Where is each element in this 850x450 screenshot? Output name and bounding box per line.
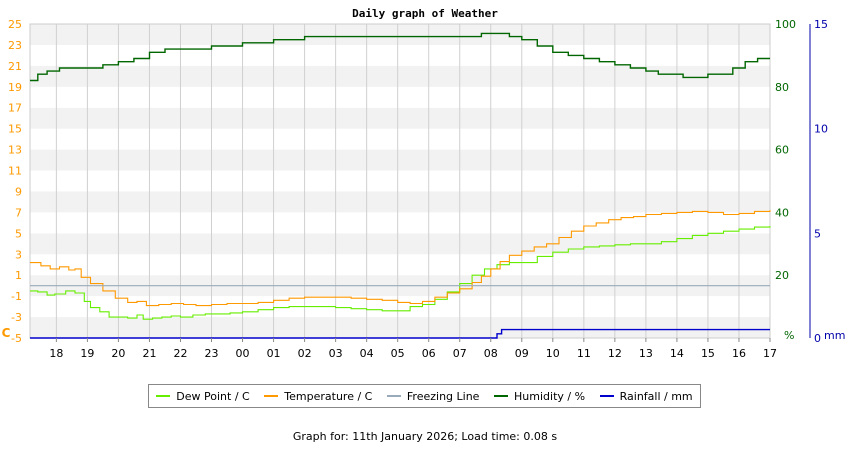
left-tick-label: 25 xyxy=(8,18,22,31)
plot-band xyxy=(30,254,770,276)
legend-label-humidity: Humidity / % xyxy=(514,389,586,403)
x-tick-label: 08 xyxy=(484,347,498,360)
legend-label-freezing-line: Freezing Line xyxy=(406,389,480,403)
rain-tick-label: 0 xyxy=(814,332,821,345)
plot-band xyxy=(30,24,770,45)
rain-axis-unit: mm xyxy=(824,329,845,342)
left-axis-unit: C xyxy=(2,326,11,340)
humidity-tick-label: 60 xyxy=(775,144,789,157)
x-tick-label: 16 xyxy=(732,347,746,360)
legend-swatch-dew-point xyxy=(156,395,171,397)
legend-item-dew-point: Dew Point / C xyxy=(156,389,250,403)
left-tick-label: 17 xyxy=(8,102,22,115)
plot-band xyxy=(30,44,770,66)
left-tick-label: 19 xyxy=(8,81,22,94)
series-lines xyxy=(30,32,771,339)
series-line-humidity xyxy=(30,32,770,82)
plot-band xyxy=(30,86,770,108)
rain-axis-ticks: 0 5 10 15 xyxy=(814,18,828,345)
left-tick-label: -5 xyxy=(11,332,22,345)
legend-swatch-rainfall xyxy=(599,395,614,397)
plot-band xyxy=(30,191,770,213)
legend-swatch-freezing-line xyxy=(386,395,401,397)
x-tick-label: 10 xyxy=(546,347,560,360)
plot-band xyxy=(30,149,770,171)
left-tick-label: 1 xyxy=(15,269,22,282)
x-tick-label: 18 xyxy=(49,347,63,360)
plot-band xyxy=(30,212,770,234)
rain-tick-label: 5 xyxy=(814,227,821,240)
x-tick-label: 02 xyxy=(298,347,312,360)
x-tick-label: 03 xyxy=(329,347,343,360)
legend-swatch-temperature xyxy=(264,395,279,397)
chart-legend: Dew Point / C Temperature / C Freezing L… xyxy=(148,384,701,408)
plot-band xyxy=(30,233,770,255)
plot-band xyxy=(30,317,770,338)
x-tick-label: 05 xyxy=(391,347,405,360)
x-tick-label: 13 xyxy=(639,347,653,360)
plot-band xyxy=(30,128,770,150)
series-line-rainfall xyxy=(30,328,770,339)
left-tick-label: -1 xyxy=(11,290,22,303)
humidity-tick-label: 80 xyxy=(775,81,789,94)
legend-swatch-humidity xyxy=(494,395,509,397)
left-tick-label: 11 xyxy=(8,165,22,178)
x-tick-label: 01 xyxy=(267,347,281,360)
legend-item-humidity: Humidity / % xyxy=(494,390,585,403)
plot-band xyxy=(30,65,770,87)
x-tick-label: 20 xyxy=(111,347,125,360)
legend-label-temperature: Temperature / C xyxy=(284,389,373,403)
legend-label-dew-point: Dew Point / C xyxy=(176,389,250,403)
x-axis-ticks: 18 19 20 21 22 23 00 01 02 03 04 05 06 07 08 09 10 11 12 13… xyxy=(49,338,777,360)
legend-item-freezing-line: Freezing Line xyxy=(386,389,480,403)
left-tick-label: 5 xyxy=(15,227,22,240)
footer-text: Graph for: 11th January 2026; Load time:… xyxy=(292,430,558,443)
x-tick-label: 09 xyxy=(515,347,529,360)
x-tick-label: 12 xyxy=(608,347,622,360)
legend-item-rainfall: Rainfall / mm xyxy=(599,389,693,403)
humidity-tick-label: 100 xyxy=(775,18,796,31)
left-tick-label: 23 xyxy=(8,39,22,52)
weather-chart: Daily graph of Weather -5-3-113579111315… xyxy=(2,7,846,360)
left-tick-label: 15 xyxy=(8,123,22,136)
series-line-dew xyxy=(30,226,771,320)
plot-band xyxy=(30,107,770,129)
legend-label-rainfall: Rainfall / mm xyxy=(619,389,693,403)
left-tick-label: 21 xyxy=(8,60,22,73)
left-tick-label: 7 xyxy=(15,206,22,219)
x-tick-label: 00 xyxy=(236,347,250,360)
x-tick-label: 23 xyxy=(205,347,219,360)
x-tick-label: 17 xyxy=(763,347,777,360)
left-tick-label: 9 xyxy=(15,185,22,198)
left-tick-label: 13 xyxy=(8,144,22,157)
humidity-tick-label: 20 xyxy=(775,269,789,282)
plot-bands xyxy=(30,24,770,338)
x-tick-label: 14 xyxy=(670,347,684,360)
x-tick-label: 07 xyxy=(453,347,467,360)
humidity-axis-unit: % xyxy=(784,329,794,342)
x-tick-label: 15 xyxy=(701,347,715,360)
x-tick-label: 06 xyxy=(422,347,436,360)
plot-band xyxy=(30,296,770,318)
rain-tick-label: 15 xyxy=(814,18,828,31)
legend-item-temperature: Temperature / C xyxy=(264,390,372,403)
x-tick-label: 19 xyxy=(80,347,94,360)
x-tick-label: 11 xyxy=(577,347,591,360)
rain-tick-label: 10 xyxy=(814,123,828,136)
x-tick-label: 21 xyxy=(142,347,156,360)
humidity-axis-ticks: 20 40 60 80 100 xyxy=(775,18,796,282)
left-tick-label: 3 xyxy=(15,248,22,261)
chart-title: Daily graph of Weather xyxy=(352,7,498,20)
series-line-temperature xyxy=(30,210,771,307)
left-tick-label: -3 xyxy=(11,311,22,324)
plot-band xyxy=(30,170,770,192)
x-tick-label: 04 xyxy=(360,347,374,360)
x-tick-label: 22 xyxy=(173,347,187,360)
humidity-tick-label: 40 xyxy=(775,206,789,219)
